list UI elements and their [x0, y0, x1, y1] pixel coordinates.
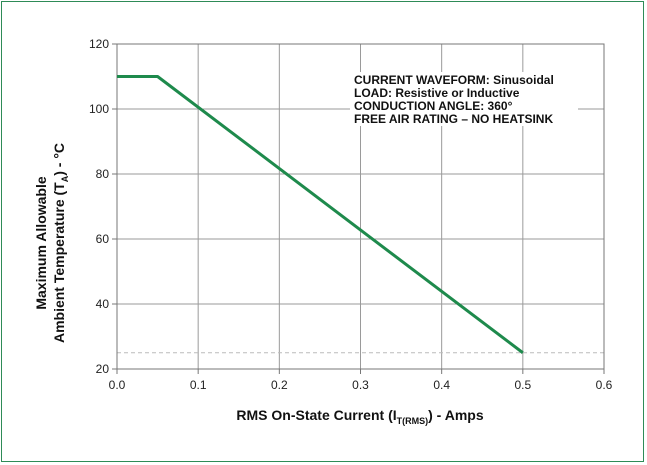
x-axis-title: RMS On-State Current (IT(RMS)) - Amps: [236, 407, 483, 426]
x-tick-label: 0.0: [109, 378, 126, 392]
annotation-box: CURRENT WAVEFORM: Sinusoidal LOAD: Resis…: [350, 72, 578, 126]
y-tick-label: 40: [96, 297, 110, 311]
x-axis-title-end: ) - Amps: [428, 407, 484, 423]
x-tick-label: 0.3: [352, 378, 369, 392]
y-axis-title-main: Ambient Temperature (T: [51, 182, 67, 343]
x-tick-labels: 0.0 0.1 0.2 0.3 0.4 0.5 0.6: [109, 369, 613, 392]
y-tick-label: 100: [89, 102, 109, 116]
x-axis-title-main: RMS On-State Current (I: [236, 407, 396, 423]
annotation-waveform: CURRENT WAVEFORM: Sinusoidal: [354, 73, 554, 87]
y-axis-title-line1: Maximum Allowable: [33, 176, 49, 310]
x-axis-title-subscript: T(RMS): [397, 416, 429, 426]
y-tick-label: 120: [89, 37, 109, 51]
y-tick-label: 60: [96, 232, 110, 246]
y-axis-title-line2: Ambient Temperature (TA) - °C: [51, 143, 70, 343]
annotation-free-air: FREE AIR RATING – NO HEATSINK: [354, 112, 553, 126]
y-tick-label: 80: [96, 167, 110, 181]
x-tick-label: 0.2: [271, 378, 288, 392]
annotation-conduction-angle: CONDUCTION ANGLE: 360°: [354, 99, 513, 113]
y-tick-labels: 20 40 60 80 100 120: [89, 37, 117, 376]
annotation-load: LOAD: Resistive or Inductive: [354, 86, 520, 100]
y-axis-title-subscript: A: [60, 175, 70, 182]
y-axis-title-end: ) - °C: [51, 143, 67, 176]
x-tick-label: 0.6: [596, 378, 613, 392]
x-tick-label: 0.5: [514, 378, 531, 392]
y-tick-label: 20: [96, 362, 110, 376]
series-line: [117, 75, 524, 354]
x-tick-label: 0.4: [433, 378, 450, 392]
x-tick-label: 0.1: [190, 378, 207, 392]
